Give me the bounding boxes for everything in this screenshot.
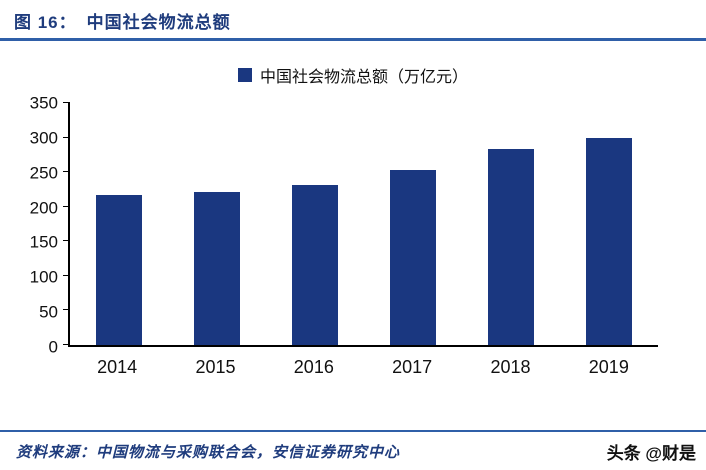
- x-axis-labels: 2014 2015 2016 2017 2018 2019: [68, 357, 658, 378]
- y-tick-mark: [63, 344, 70, 345]
- figure-number-label: 图 16：: [14, 13, 77, 32]
- bar-slot: [462, 103, 560, 345]
- bar-2019: [586, 137, 632, 345]
- y-tick-mark: [63, 102, 70, 103]
- y-tick-label: 350: [29, 93, 58, 113]
- x-tick-label: 2019: [588, 357, 629, 377]
- bar-2015: [194, 191, 240, 345]
- bar-2016: [292, 185, 338, 345]
- y-tick-mark: [63, 171, 70, 173]
- y-tick-label: 100: [29, 267, 58, 287]
- y-tick-mark: [63, 309, 70, 311]
- bar-chart: 0 50 100 150 200 250 300 350 2014 2015 2016 2017 20…: [16, 95, 658, 378]
- legend-swatch: [237, 68, 252, 82]
- legend-label: 中国社会物流总额（万亿元）: [259, 69, 468, 86]
- bar-2018: [488, 149, 534, 345]
- bar-2014: [96, 194, 142, 345]
- y-tick-label: 300: [29, 128, 58, 148]
- watermark-text: 头条 @财是: [606, 443, 696, 463]
- x-tick-label: 2017: [392, 357, 433, 377]
- bar-2017: [390, 170, 436, 345]
- x-tick-label: 2018: [490, 357, 531, 377]
- title-underline-rule: [0, 38, 706, 41]
- bar-slot: [70, 103, 168, 345]
- bar-slot: [266, 103, 364, 345]
- x-tick-label: 2014: [97, 357, 138, 377]
- y-tick-mark: [63, 240, 70, 242]
- figure-header: 图 16： 中国社会物流总额: [0, 0, 706, 38]
- chart-legend: 中国社会物流总额（万亿元）: [0, 65, 706, 86]
- figure-title-text: 中国社会物流总额: [86, 13, 231, 32]
- x-tick-label: 2015: [195, 357, 236, 377]
- y-axis-labels: 0 50 100 150 200 250 300 350: [16, 95, 68, 356]
- y-tick-mark: [63, 274, 70, 276]
- y-tick-mark: [63, 205, 70, 207]
- bar-slot: [364, 103, 462, 345]
- plot-area: [63, 102, 658, 347]
- figure-title: 图 16： 中国社会物流总额: [14, 13, 231, 32]
- x-tick-label: 2016: [293, 357, 334, 377]
- y-tick-label: 0: [48, 337, 58, 357]
- y-tick-label: 50: [39, 302, 58, 322]
- bar-slot: [560, 103, 658, 345]
- y-tick-mark: [63, 136, 70, 138]
- y-tick-label: 200: [29, 198, 58, 218]
- bar-slot: [168, 103, 266, 345]
- source-text: 资料来源：中国物流与采购联合会，安信证券研究中心: [16, 443, 401, 461]
- y-tick-label: 150: [29, 232, 58, 252]
- figure-footer: 资料来源：中国物流与采购联合会，安信证券研究中心 头条 @财是: [0, 430, 706, 470]
- y-tick-label: 250: [29, 163, 58, 183]
